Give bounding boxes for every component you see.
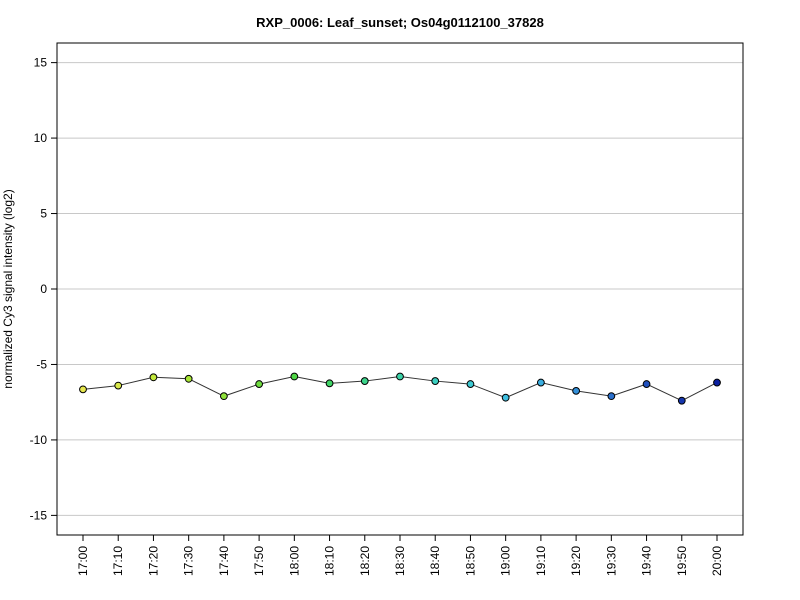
x-tick-label: 19:20 <box>569 546 583 576</box>
data-point <box>396 372 404 381</box>
data-point <box>572 386 581 395</box>
data-point <box>149 373 158 382</box>
x-tick-label: 19:10 <box>534 546 548 576</box>
data-point <box>501 393 510 402</box>
x-tick-label: 19:30 <box>604 546 618 576</box>
data-point <box>219 392 228 401</box>
x-tick-label: 17:10 <box>111 546 125 576</box>
x-tick-label: 17:00 <box>76 546 90 576</box>
y-tick-label: 10 <box>34 131 48 145</box>
y-tick-label: 0 <box>40 282 47 296</box>
y-tick-label: -5 <box>36 357 47 371</box>
gridlines <box>57 62 743 516</box>
x-tick-label: 20:00 <box>710 546 724 576</box>
data-point <box>360 377 369 385</box>
y-tick-label: -15 <box>30 508 48 522</box>
x-axis: 17:00 17:10 17:20 17:30 17:40 17:50 18:00 18:10… <box>76 534 724 576</box>
data-point <box>325 379 334 388</box>
data-point <box>255 380 264 388</box>
data-point <box>290 372 299 381</box>
x-tick-label: 17:30 <box>182 546 196 576</box>
x-tick-label: 19:40 <box>640 546 654 576</box>
data-point <box>79 385 87 394</box>
data-point <box>184 374 193 383</box>
data-point <box>114 381 123 390</box>
x-tick-label: 18:00 <box>287 546 301 576</box>
x-tick-label: 18:40 <box>428 546 442 576</box>
y-axis-label: normalized Cy3 signal intensity (log2) <box>1 189 15 388</box>
x-tick-label: 17:50 <box>252 546 266 576</box>
data-point <box>607 392 616 401</box>
y-axis: 15 10 5 0 -5 -10 -15 <box>30 56 57 522</box>
x-tick-label: 17:20 <box>146 546 160 576</box>
x-tick-label: 18:50 <box>463 546 477 576</box>
data-point <box>677 396 686 405</box>
data-point <box>713 378 721 387</box>
x-tick-label: 18:20 <box>358 546 372 576</box>
y-tick-label: 5 <box>40 207 47 221</box>
chart-title: RXP_0006: Leaf_sunset; Os04g0112100_3782… <box>256 15 544 30</box>
data-point <box>536 378 545 387</box>
x-tick-label: 18:30 <box>393 546 407 576</box>
y-tick-label: -10 <box>30 433 48 447</box>
y-tick-label: 15 <box>34 56 48 70</box>
data-point <box>642 380 651 388</box>
x-tick-label: 19:00 <box>499 546 513 576</box>
data-point <box>466 380 475 388</box>
series <box>79 372 721 405</box>
x-tick-label: 19:50 <box>675 546 689 576</box>
x-tick-label: 18:10 <box>323 546 337 576</box>
data-point <box>431 377 440 385</box>
x-tick-label: 17:40 <box>217 546 231 576</box>
